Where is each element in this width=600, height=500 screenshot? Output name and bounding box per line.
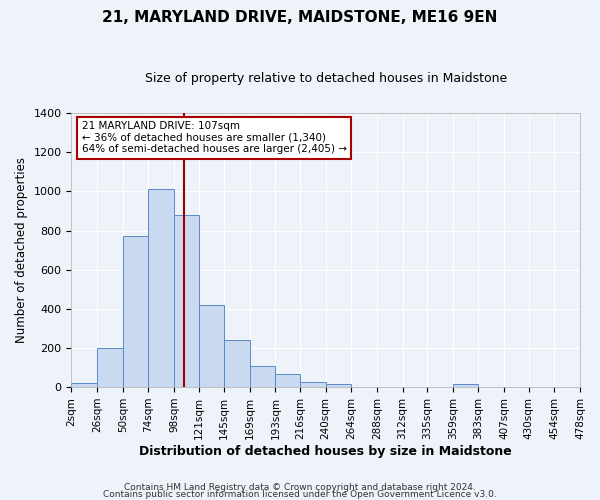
Bar [224, 340, 250, 387]
Bar [300, 382, 326, 387]
Text: 21, MARYLAND DRIVE, MAIDSTONE, ME16 9EN: 21, MARYLAND DRIVE, MAIDSTONE, ME16 9EN [103, 10, 497, 25]
Bar [453, 384, 478, 387]
Bar [326, 384, 352, 387]
Bar [174, 215, 199, 387]
Bar [148, 190, 174, 387]
Bar [97, 348, 122, 387]
Text: 21 MARYLAND DRIVE: 107sqm
← 36% of detached houses are smaller (1,340)
64% of se: 21 MARYLAND DRIVE: 107sqm ← 36% of detac… [82, 122, 347, 154]
Text: Contains HM Land Registry data © Crown copyright and database right 2024.: Contains HM Land Registry data © Crown c… [124, 484, 476, 492]
X-axis label: Distribution of detached houses by size in Maidstone: Distribution of detached houses by size … [139, 444, 512, 458]
Bar [275, 374, 300, 387]
Text: Contains public sector information licensed under the Open Government Licence v3: Contains public sector information licen… [103, 490, 497, 499]
Bar [199, 305, 224, 387]
Y-axis label: Number of detached properties: Number of detached properties [15, 157, 28, 343]
Title: Size of property relative to detached houses in Maidstone: Size of property relative to detached ho… [145, 72, 507, 86]
Bar [122, 236, 148, 387]
Bar [250, 366, 275, 387]
Bar [71, 383, 97, 387]
